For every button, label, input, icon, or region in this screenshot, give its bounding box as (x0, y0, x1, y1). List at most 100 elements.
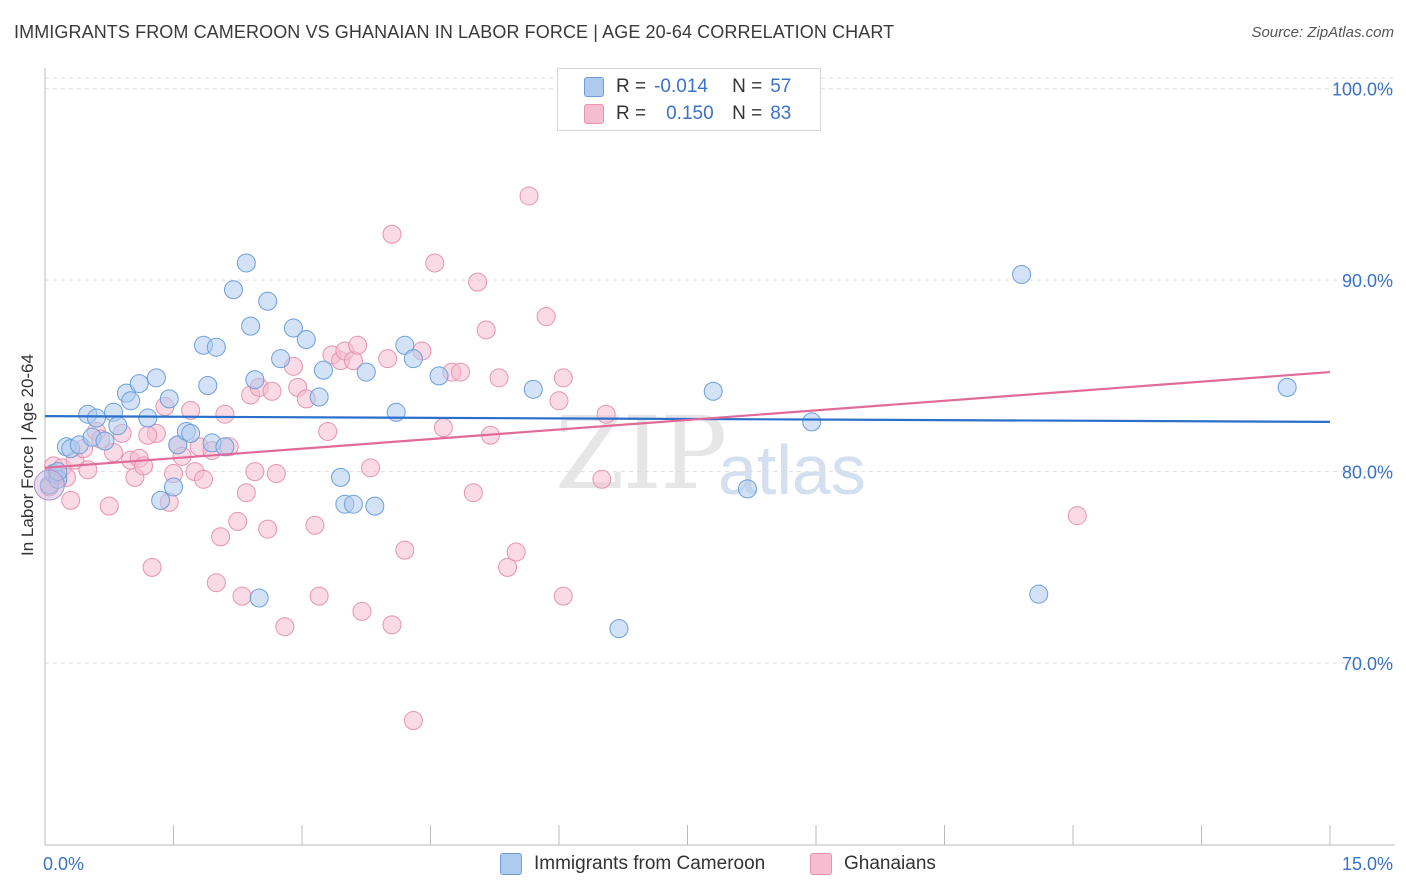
cameroon-point (737, 479, 757, 499)
ghanaians-point (378, 349, 398, 369)
legend-n-value: 83 (770, 103, 792, 124)
ghanaians-point (403, 711, 423, 731)
ghanaians-point (138, 425, 158, 445)
cameroon-point (343, 494, 363, 514)
source-label: Source: ZipAtlas.com (1251, 24, 1394, 41)
x-tick-label: 0.0% (43, 854, 84, 874)
grid-lines (45, 77, 1395, 664)
bottom-legend-cameroon: Immigrants from Cameroon (500, 851, 765, 877)
ghanaians-point (215, 404, 235, 424)
ghanaians-point (348, 335, 368, 355)
ghanaians-point (506, 542, 526, 562)
ghanaians-point (498, 557, 518, 577)
cameroon-point (164, 477, 183, 497)
legend-r-value: 0.150 (666, 103, 714, 124)
legend-r-label: R = (616, 76, 647, 97)
cameroon-point (138, 408, 158, 428)
cameroon-point (206, 337, 226, 357)
cameroon-point (249, 588, 269, 608)
ghanaians-point (553, 586, 573, 606)
legend-swatch-ghanaians (584, 104, 604, 124)
ghanaians-point (266, 464, 286, 484)
cameroon-point (223, 280, 243, 300)
legend-row-ghanaians: R = 0.150 N = 83 (584, 102, 791, 126)
cameroon-point (523, 379, 543, 399)
correlation-legend: R = -0.014 N = 57 R = 0.150 N = 83 (557, 68, 821, 131)
ghanaians-point (1067, 506, 1087, 526)
ghanaians-point (549, 391, 569, 411)
ghanaians-point (211, 527, 231, 547)
cameroon-point (168, 435, 188, 455)
cameroon-point (356, 362, 376, 382)
trend-lines (44, 370, 1331, 469)
cameroon-point (121, 391, 141, 411)
ghanaians-point (181, 400, 201, 420)
cameroon-point (403, 349, 423, 369)
ghanaians-point (262, 381, 282, 401)
ghanaians-point (596, 404, 616, 424)
cameroon-point (395, 335, 415, 355)
cameroon-point (309, 387, 329, 407)
tick-labels: 70.0% 80.0% 90.0% 100.0% 0.0% 15.0% (43, 80, 1393, 874)
ghanaians-point (425, 253, 445, 273)
ghanaians-point (489, 368, 509, 388)
cameroon-point (129, 374, 149, 394)
chart-title: IMMIGRANTS FROM CAMEROON VS GHANAIAN IN … (14, 22, 895, 42)
legend-n-label: N = (732, 103, 763, 124)
ghanaians-point (142, 557, 162, 577)
ghanaians-point (592, 469, 612, 489)
bottom-legend-label-cameroon: Immigrants from Cameroon (534, 853, 766, 874)
cameroon-point (296, 330, 316, 350)
bottom-legend-swatch-cameroon (500, 853, 522, 875)
cameroon-point (236, 253, 256, 273)
legend-n-label: N = (732, 76, 763, 97)
cameroon-point (283, 318, 303, 338)
y-tick-label: 80.0% (1342, 463, 1393, 483)
ghanaians-point (536, 307, 556, 327)
cameroon-point (159, 389, 179, 409)
ghanaians-point (382, 615, 402, 635)
legend-n-value: 57 (770, 76, 792, 97)
ghanaians-point (433, 418, 453, 438)
y-tick-label: 70.0% (1342, 654, 1393, 674)
cameroon-point (1029, 584, 1049, 604)
ghanaians-point (228, 511, 248, 531)
bottom-legend-ghanaians: Ghanaians (810, 851, 936, 877)
cameroon-point (215, 437, 235, 457)
ghanaians-point (382, 224, 402, 244)
ghanaians-trend-line (44, 370, 1331, 469)
ghanaians-point (361, 458, 381, 478)
ghanaians-point (318, 421, 338, 441)
cameroon-point (181, 423, 201, 443)
cameroon-point (198, 375, 218, 395)
ghanaians-point (309, 586, 329, 606)
ghanaians-point (193, 469, 213, 489)
y-tick-label: 100.0% (1332, 80, 1393, 100)
ghanaians-point (463, 483, 483, 503)
cameroon-point (241, 316, 261, 336)
legend-r-label: R = (616, 103, 647, 124)
ghanaians-point (476, 320, 496, 340)
bottom-legend-label-ghanaians: Ghanaians (844, 853, 936, 874)
cameroon-point (146, 368, 166, 388)
cameroon-points (33, 253, 1297, 639)
ghanaians-point (232, 586, 252, 606)
ghanaians-point (258, 519, 278, 539)
ghanaians-point (519, 186, 539, 206)
ghanaians-point (236, 483, 256, 503)
cameroon-point (245, 370, 265, 390)
ghanaians-point (395, 540, 415, 560)
x-tick-label: 15.0% (1342, 854, 1393, 874)
bottom-legend-swatch-ghanaians (810, 853, 832, 875)
ghanaians-point (450, 362, 470, 382)
ghanaians-point (61, 490, 81, 510)
ghanaians-point (245, 462, 265, 482)
axes (44, 68, 1395, 846)
ghanaians-point (305, 515, 325, 535)
cameroon-point (703, 381, 723, 401)
cameroon-point (429, 366, 449, 386)
cameroon-point (1012, 264, 1032, 284)
watermark-zip: ZIP (555, 395, 727, 512)
ghanaians-point (553, 368, 573, 388)
